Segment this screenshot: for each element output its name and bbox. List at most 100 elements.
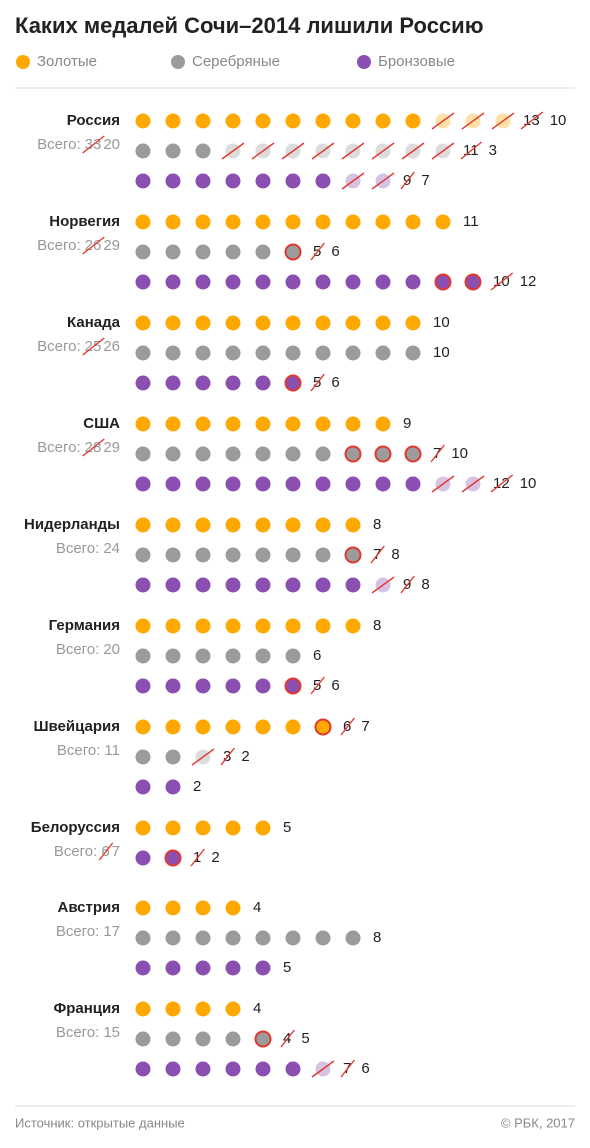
count-new: 6	[361, 1060, 369, 1077]
medal-dot	[255, 1061, 271, 1077]
medal-dot	[225, 446, 241, 462]
total-value: 24	[103, 540, 120, 557]
strike	[82, 438, 105, 457]
medal-dot	[195, 678, 211, 694]
medal-dot	[135, 850, 151, 866]
medal-dot	[225, 476, 241, 492]
total-value: Всего:	[37, 136, 81, 153]
medal-dot-added	[254, 1030, 272, 1048]
medal-dot	[285, 648, 301, 664]
medal-dot	[375, 345, 391, 361]
medal-dot	[255, 173, 271, 189]
medal-dot-added	[464, 273, 482, 291]
strike	[400, 575, 415, 594]
medal-dot	[435, 214, 451, 230]
medal-dot	[135, 375, 151, 391]
medal-dot	[225, 517, 241, 533]
medal-dot	[405, 274, 421, 290]
medal-dot	[195, 960, 211, 976]
medal-dot	[285, 547, 301, 563]
medal-dot	[195, 930, 211, 946]
medal-dot	[315, 315, 331, 331]
total-value: Всего:	[56, 1024, 100, 1041]
medal-dot	[375, 315, 391, 331]
medal-dot	[315, 446, 331, 462]
medal-dot	[195, 1061, 211, 1077]
medal-dot	[345, 416, 361, 432]
strike	[221, 142, 245, 160]
count-new: 7	[361, 718, 369, 735]
count: 8	[373, 516, 381, 533]
medal-dot	[165, 820, 181, 836]
medal-dot	[225, 678, 241, 694]
medal-dot	[165, 1031, 181, 1047]
medal-dot	[195, 618, 211, 634]
total-value: 26	[103, 338, 120, 355]
medal-dot	[135, 779, 151, 795]
medal-dot	[255, 113, 271, 129]
medal-dot	[375, 416, 391, 432]
medal-dot	[225, 274, 241, 290]
country-name: Россия	[67, 112, 120, 129]
medal-dot	[315, 517, 331, 533]
country-name: Белоруссия	[31, 819, 120, 836]
strike	[310, 242, 325, 261]
medal-dot	[345, 315, 361, 331]
total-value: 20	[103, 641, 120, 658]
strike	[82, 135, 105, 154]
medal-dot	[255, 960, 271, 976]
medal-dot	[135, 719, 151, 735]
count-new: 12	[520, 273, 537, 290]
medal-dot	[225, 648, 241, 664]
country-name: Австрия	[57, 899, 120, 916]
count-new: 2	[241, 748, 249, 765]
medal-dot	[135, 274, 151, 290]
strike	[490, 474, 514, 493]
medal-dot	[195, 648, 211, 664]
medal-dot	[195, 719, 211, 735]
medal-dot	[135, 446, 151, 462]
strike	[310, 676, 325, 695]
medal-dot	[195, 214, 211, 230]
medal-dot	[225, 1001, 241, 1017]
medal-dot	[375, 214, 391, 230]
medal-dot	[225, 416, 241, 432]
medal-dot	[225, 173, 241, 189]
medal-dot	[195, 244, 211, 260]
medal-dot	[315, 214, 331, 230]
medal-dot	[285, 930, 301, 946]
count: 6	[313, 647, 321, 664]
medal-dot	[195, 517, 211, 533]
medal-dot	[135, 214, 151, 230]
total-value: Всего:	[56, 540, 100, 557]
total-value: Всего:	[57, 742, 101, 759]
medal-dot	[315, 416, 331, 432]
legend-dot	[16, 55, 30, 69]
medal-dot	[165, 577, 181, 593]
medal-dot	[165, 446, 181, 462]
medal-dot	[225, 375, 241, 391]
country-name: Германия	[49, 617, 120, 634]
medal-dot	[165, 375, 181, 391]
medal-dot	[345, 517, 361, 533]
strike	[341, 142, 365, 160]
strike	[371, 576, 395, 594]
medal-dot	[225, 547, 241, 563]
total-value: 11	[104, 742, 120, 759]
medal-dot	[345, 274, 361, 290]
total-value: Всего:	[37, 338, 81, 355]
medal-dot	[135, 517, 151, 533]
medal-dot	[135, 618, 151, 634]
medal-dot	[165, 517, 181, 533]
count-new: 8	[391, 546, 399, 563]
medal-dot	[225, 315, 241, 331]
medal-dot	[165, 547, 181, 563]
count: 10	[433, 314, 450, 331]
strike	[310, 373, 325, 392]
medal-dot	[165, 476, 181, 492]
medal-dot	[135, 900, 151, 916]
medal-dot	[255, 517, 271, 533]
medal-dot	[375, 113, 391, 129]
strike	[430, 444, 445, 463]
country-name: Норвегия	[49, 213, 120, 230]
